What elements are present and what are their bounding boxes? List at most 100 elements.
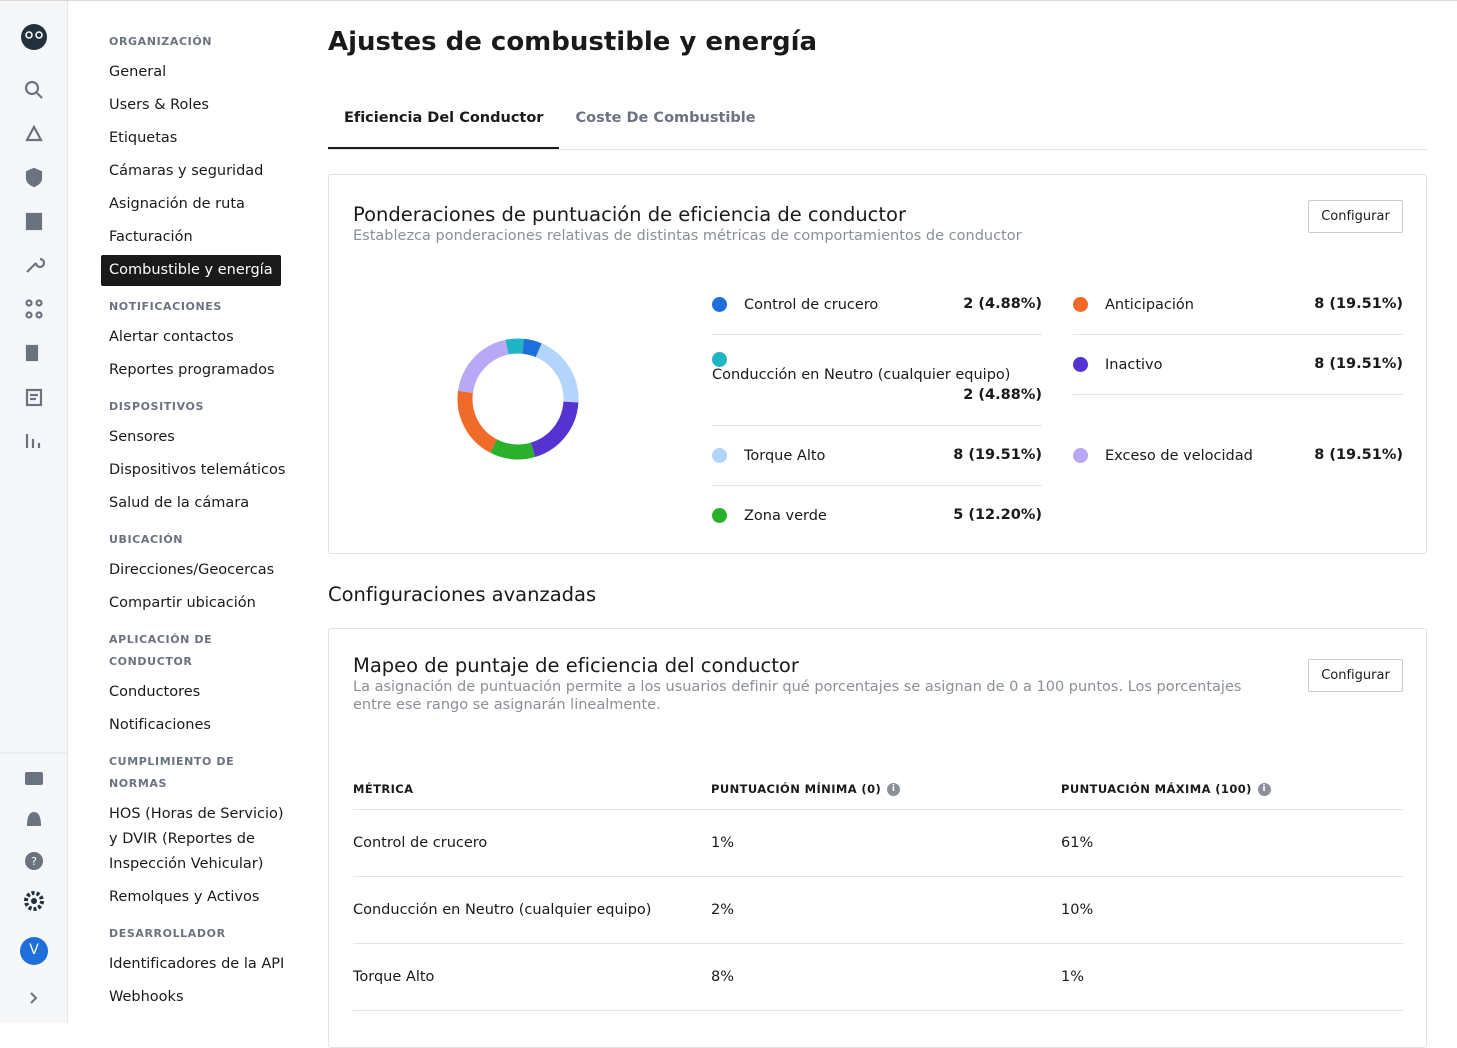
mapping-table: MÉTRICA PUNTUACIÓN MÍNIMA (0) i PUNTUACIÓN … [353, 769, 1403, 1011]
legend-dot [1073, 357, 1088, 372]
user-avatar[interactable]: V [29, 942, 39, 958]
section-title: Configuraciones avanzadas [328, 583, 597, 606]
table-cell: 8% [711, 943, 1061, 1011]
legend-value: 8 (19.51%) [1314, 356, 1403, 372]
table-row: Control de crucero 1% 61% [353, 809, 1403, 877]
legend-label: Inactivo [1105, 356, 1163, 373]
column-header: PUNTUACIÓN MÁXIMA (100) i [1061, 769, 1403, 810]
table-cell: 2% [711, 876, 1061, 944]
legend-dot [1073, 448, 1088, 463]
header-text: PUNTUACIÓN MÁXIMA (100) [1061, 781, 1252, 796]
legend-value: 8 (19.51%) [1314, 296, 1403, 312]
nav-item[interactable]: Salud de la cámara [109, 495, 250, 511]
legend-value: 2 (4.88%) [963, 387, 1042, 403]
nav-section-title: DISPOSITIVOS [109, 400, 204, 413]
legend-item: Exceso de velocidad 8 (19.51%) [1073, 426, 1403, 485]
nav-item[interactable]: Webhooks [109, 989, 184, 1005]
nav-item[interactable]: Facturación [109, 229, 193, 245]
nav-item[interactable]: Combustible y energía [101, 255, 281, 286]
donut-segment [457, 390, 498, 453]
rail-icons: ? [0, 24, 68, 1004]
legend-dot [712, 297, 727, 312]
donut [457, 338, 579, 460]
donut-segment [522, 338, 542, 358]
page-title: Ajustes de combustible y energía [328, 27, 818, 57]
nav-section-title: DESARROLLADOR [109, 927, 226, 940]
table-cell: Torque Alto [353, 943, 711, 1011]
donut-segment [530, 401, 579, 458]
donut-segment [490, 439, 536, 460]
nav-item[interactable]: Remolques y Activos [109, 889, 260, 905]
table-cell: Control de crucero [353, 809, 711, 877]
legend-label: Conducción en Neutro (cualquier equipo) [712, 367, 1011, 383]
legend-label: Anticipación [1105, 296, 1194, 313]
legend-item: Zona verde 5 (12.20%) [712, 486, 1042, 545]
tabs: Eficiencia Del Conductor Coste De Combust… [328, 95, 1427, 150]
legend-label: Exceso de velocidad [1105, 447, 1253, 464]
table-row: Conducción en Neutro (cualquier equipo) 2… [353, 876, 1403, 944]
legend-value: 2 (4.88%) [963, 296, 1042, 312]
legend: Conducción en Neutro (cualquier equipo) 2… [712, 275, 1403, 545]
legend-item: Control de crucero 2 (4.88%) [712, 275, 1042, 335]
legend-value: 8 (19.51%) [1314, 447, 1403, 463]
legend-dot [1073, 297, 1088, 312]
nav-section-title: NOTIFICACIONES [109, 300, 222, 313]
nav-item[interactable]: HOS (Horas de Servicio) y DVIR (Reportes… [109, 806, 284, 872]
icon-rail: ? V [0, 1, 68, 1023]
legend-value: 5 (12.20%) [953, 507, 1042, 523]
table-cell: 1% [711, 809, 1061, 877]
legend-item: Torque Alto 8 (19.51%) [712, 426, 1042, 486]
configure-button[interactable]: Configurar [1308, 659, 1403, 692]
column-header: MÉTRICA [353, 769, 711, 810]
nav-item[interactable]: Alertar contactos [109, 329, 234, 345]
nav-item[interactable]: Direcciones/Geocercas [109, 562, 275, 578]
legend-dot [712, 448, 727, 463]
table-cell: 61% [1061, 809, 1403, 877]
legend-label: Zona verde [744, 507, 827, 524]
nav-item[interactable]: Dispositivos telemáticos [109, 462, 286, 478]
table-cell: Conducción en Neutro (cualquier equipo) [353, 876, 711, 944]
column-header: PUNTUACIÓN MÍNIMA (0) i [711, 769, 1061, 810]
nav-item[interactable]: Conductores [109, 684, 201, 700]
weights-card: Ponderaciones de puntuación de eficienci… [328, 174, 1427, 554]
nav-section-title: ORGANIZACIÓN [109, 35, 213, 48]
legend-dot [712, 352, 727, 367]
nav-section-title: UBICACIÓN [109, 533, 184, 546]
table-cell: 1% [1061, 943, 1403, 1011]
legend-label: Torque Alto [744, 447, 826, 464]
nav-section-title: APLICACIÓN DE CONDUCTOR [109, 633, 213, 668]
legend-item: Conducción en Neutro (cualquier equipo) 2… [712, 335, 1042, 426]
nav-item[interactable]: Cámaras y seguridad [109, 163, 264, 179]
card-title: Mapeo de puntaje de eficiencia del condu… [353, 654, 799, 677]
header-text: MÉTRICA [353, 781, 414, 796]
table-row: Torque Alto 8% 1% [353, 943, 1403, 1011]
nav-item[interactable]: General [109, 64, 167, 80]
nav-item[interactable]: Sensores [109, 429, 175, 445]
info-icon: i [887, 782, 901, 796]
nav-item[interactable]: Compartir ubicación [109, 595, 256, 611]
nav-item[interactable]: Reportes programados [109, 362, 275, 378]
legend-item: Inactivo 8 (19.51%) [1073, 335, 1403, 395]
tab[interactable]: Coste De Combustible [575, 110, 756, 126]
mapping-card: Mapeo de puntaje de eficiencia del condu… [328, 628, 1427, 1048]
legend-dot [712, 508, 727, 523]
configure-button[interactable]: Configurar [1308, 200, 1403, 233]
nav-item[interactable]: Etiquetas [109, 130, 178, 146]
card-subtitle: La asignación de puntuación permite a lo… [353, 679, 1242, 713]
nav-item[interactable]: Asignación de ruta [109, 196, 245, 212]
tab[interactable]: Eficiencia Del Conductor [328, 95, 560, 149]
info-icon: i [1257, 782, 1271, 796]
nav-section-title: CUMPLIMIENTO DE NORMAS [109, 755, 235, 790]
nav-item[interactable]: Notificaciones [109, 717, 211, 733]
nav-item[interactable]: Users & Roles [109, 97, 209, 113]
nav-item[interactable]: Identificadores de la API [109, 956, 285, 972]
donut-segment [535, 343, 579, 403]
donut-segment [458, 339, 509, 394]
settings-nav: ORGANIZACIÓN General Users & Roles Etiqueta… [101, 31, 301, 1015]
svg-text:?: ? [31, 855, 37, 868]
card-subtitle: Establezca ponderaciones relativas de di… [353, 228, 1022, 244]
legend-value: 8 (19.51%) [953, 447, 1042, 463]
donut-segment [505, 338, 524, 355]
card-title: Ponderaciones de puntuación de eficienci… [353, 203, 906, 226]
